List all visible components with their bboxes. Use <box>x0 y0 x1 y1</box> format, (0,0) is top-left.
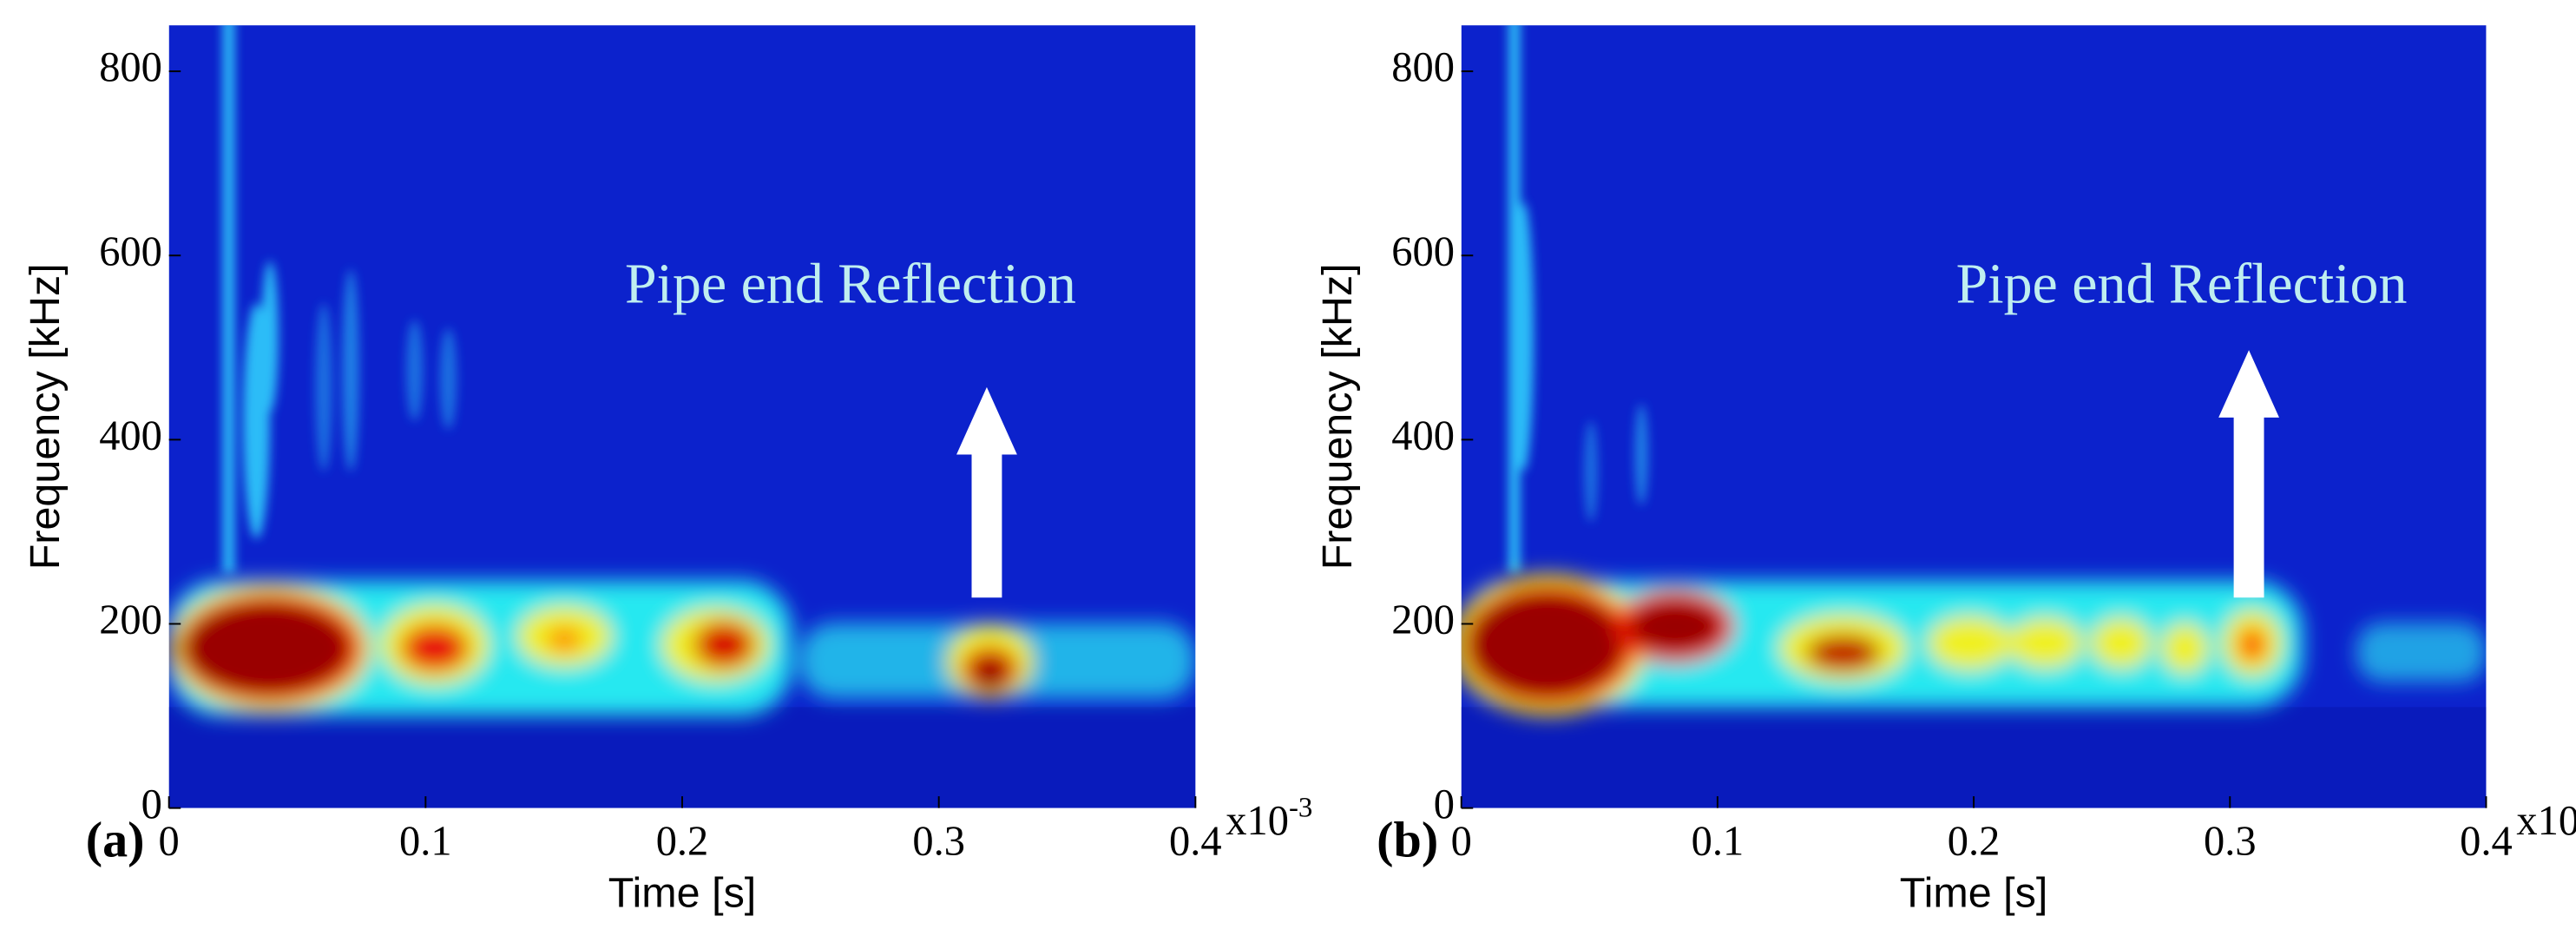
x-axis-label: Time [s] <box>608 869 757 916</box>
x-axis-label: Time [s] <box>1900 869 2048 916</box>
spectrogram-b <box>1461 25 2487 808</box>
y-tick-label: 600 <box>99 228 162 274</box>
y-tick-label: 0 <box>141 781 162 827</box>
y-tick-label: 800 <box>1391 44 1455 90</box>
y-tick-label: 200 <box>99 597 162 643</box>
x-exponent-power: -3 <box>1289 792 1312 823</box>
y-tick-label: 0 <box>1434 781 1455 827</box>
x-exponent: x10-3 <box>1226 792 1312 844</box>
x-exponent: x10-3 <box>2516 792 2576 844</box>
x-tick-label: 0.1 <box>399 818 452 864</box>
panel-label: (a) <box>86 812 145 868</box>
x-tick-label: 0.3 <box>912 818 965 864</box>
x-tick-label: 0.1 <box>1692 818 1745 864</box>
spectrogram-a <box>168 25 1196 808</box>
x-tick-label: 0.3 <box>2204 818 2257 864</box>
x-tick-label: 0.4 <box>2460 818 2513 864</box>
y-tick-label: 800 <box>99 44 162 90</box>
panel-label: (b) <box>1377 812 1438 868</box>
x-exponent-base: x10 <box>1226 798 1289 844</box>
x-tick-label: 0.4 <box>1169 818 1222 864</box>
y-axis-label: Frequency [kHz] <box>22 263 69 570</box>
annotation: Pipe end Reflection <box>625 253 1076 316</box>
x-tick-label: 0.2 <box>656 818 709 864</box>
x-tick-label: 0.2 <box>1948 818 2001 864</box>
x-exponent-base: x10 <box>2516 798 2576 844</box>
y-tick-label: 400 <box>1391 413 1455 459</box>
arrow <box>2218 350 2279 598</box>
y-tick-label: 600 <box>1391 228 1455 274</box>
y-axis-label: Frequency [kHz] <box>1314 263 1361 570</box>
y-tick-label: 200 <box>1391 597 1455 643</box>
x-tick-label: 0 <box>1451 818 1472 864</box>
y-tick-label: 400 <box>99 413 162 459</box>
x-tick-label: 0 <box>159 818 180 864</box>
annotation: Pipe end Reflection <box>1956 253 2408 316</box>
